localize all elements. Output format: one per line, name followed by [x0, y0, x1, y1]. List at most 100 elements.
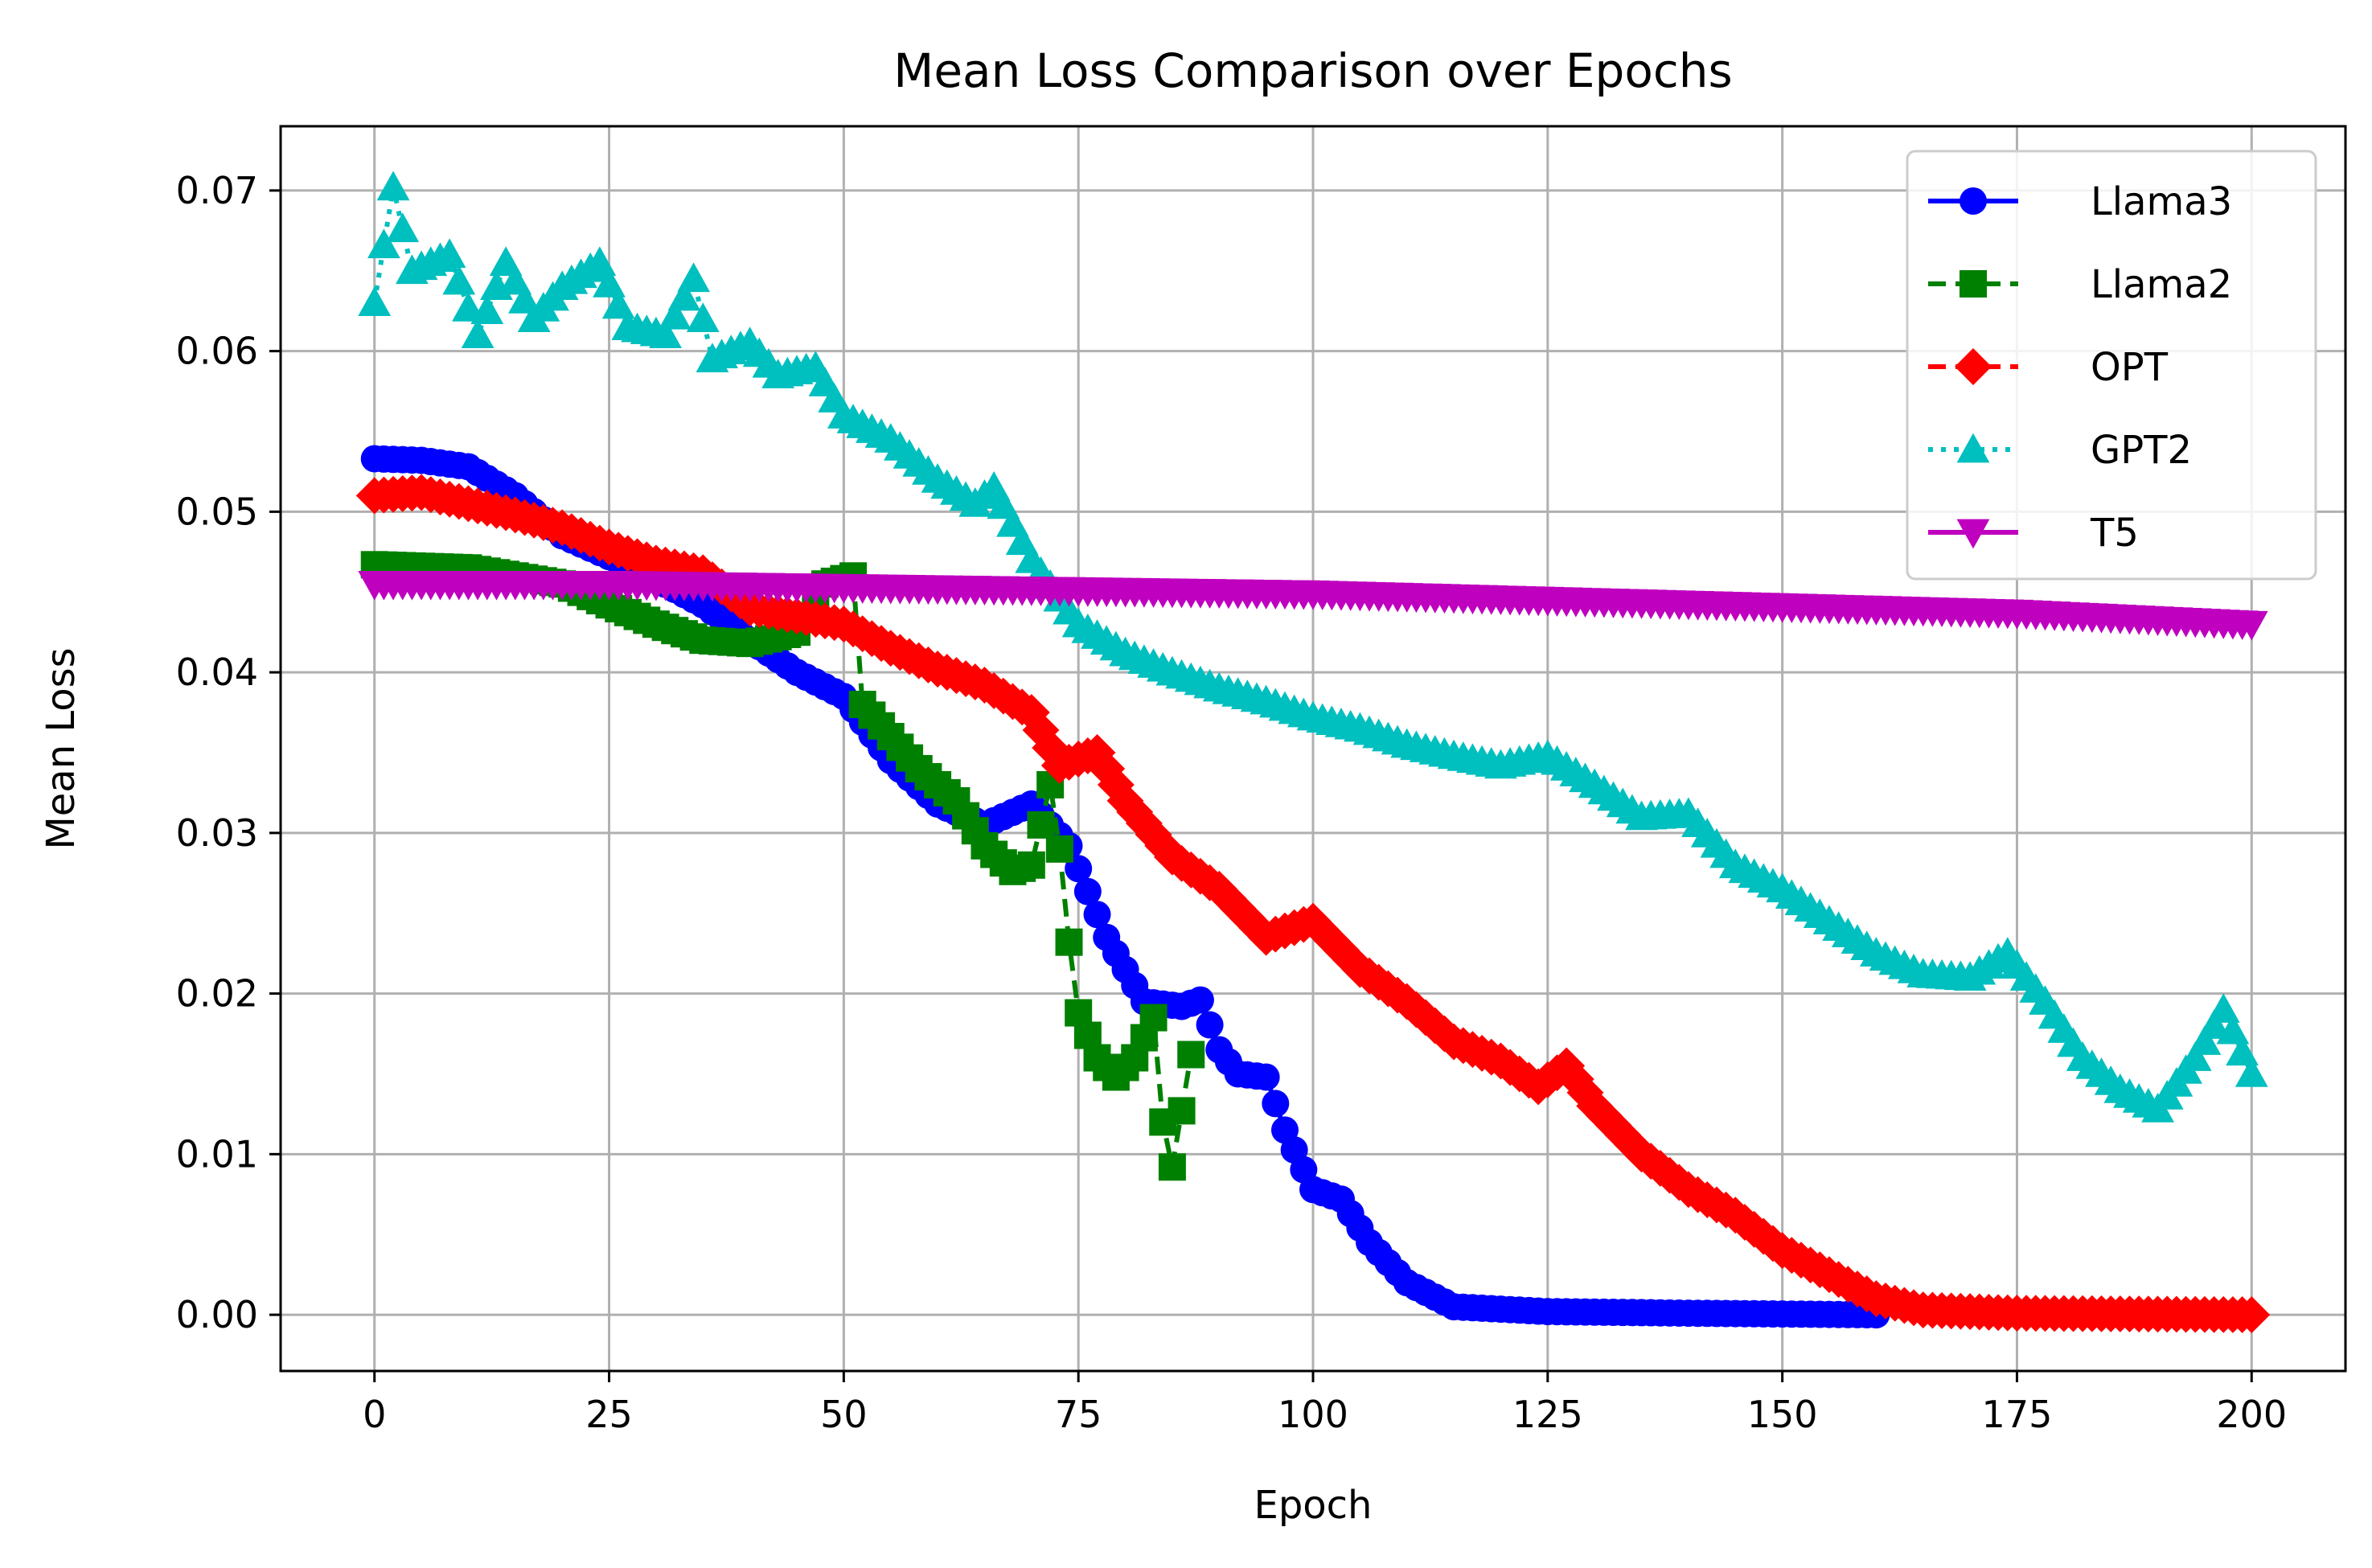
x-tick-label: 25 [585, 1393, 633, 1436]
x-tick-label: 100 [1278, 1393, 1348, 1436]
data-point-llama3 [1252, 1063, 1280, 1091]
data-point-opt [1078, 734, 1116, 771]
data-point-llama3 [1186, 986, 1214, 1014]
data-point-gpt2 [2216, 1014, 2250, 1045]
series-t5 [358, 570, 2268, 641]
data-point-opt [1032, 729, 1069, 766]
data-point-gpt2 [686, 302, 720, 333]
data-point-llama2 [1017, 851, 1045, 879]
x-tick-label: 150 [1747, 1393, 1818, 1436]
legend-marker-opt [1955, 348, 1992, 385]
x-tick-label: 50 [820, 1393, 868, 1436]
data-point-opt [1566, 1073, 1604, 1111]
data-point-llama3 [1073, 877, 1102, 905]
data-point-opt [1088, 750, 1126, 787]
data-point-gpt2 [358, 286, 392, 317]
series-layer [355, 170, 2271, 1334]
data-point-llama2 [1055, 928, 1083, 956]
data-point-gpt2 [2206, 993, 2240, 1023]
data-point-llama2 [1168, 1097, 1196, 1125]
series-gpt2 [358, 170, 2268, 1123]
legend-marker-t5 [1956, 519, 1990, 549]
data-point-gpt2 [461, 318, 495, 348]
legend-item-opt: OPT [1928, 345, 2169, 390]
data-point-gpt2 [470, 294, 504, 325]
data-point-llama3 [1196, 1011, 1224, 1039]
data-point-gpt2 [376, 170, 410, 201]
x-tick-label: 175 [1982, 1393, 2053, 1436]
data-point-gpt2 [442, 265, 476, 295]
data-point-t5 [2235, 610, 2268, 641]
data-point-gpt2 [2188, 1025, 2222, 1055]
data-point-opt [2233, 1296, 2271, 1334]
data-point-opt [1604, 1116, 1642, 1154]
y-tick-label: 0.03 [176, 811, 258, 855]
legend-item-t5: T5 [1928, 511, 2139, 556]
data-point-opt [1135, 815, 1172, 853]
y-tick-label: 0.05 [176, 490, 258, 533]
data-point-llama3 [1083, 901, 1111, 929]
y-axis-ticks: 0.00 0.01 0.02 0.03 0.04 0.05 0.06 0.07 [176, 169, 281, 1336]
x-tick-label: 125 [1512, 1393, 1583, 1436]
data-point-gpt2 [658, 299, 691, 330]
x-tick-label: 0 [363, 1393, 386, 1436]
data-point-gpt2 [2178, 1041, 2212, 1071]
data-point-llama2 [1177, 1041, 1205, 1069]
data-point-opt [1144, 827, 1182, 864]
legend-label-gpt2: GPT2 [2091, 428, 2192, 473]
data-point-gpt2 [2198, 1009, 2230, 1039]
data-point-llama2 [1158, 1153, 1186, 1181]
data-point-opt [1116, 793, 1154, 831]
data-point-opt [1097, 766, 1135, 803]
data-point-gpt2 [667, 281, 701, 311]
data-point-llama2 [1139, 1004, 1168, 1032]
legend: Llama3 Llama2 OPT GPT2 T5 [1906, 150, 2317, 581]
data-point-opt [1209, 880, 1247, 917]
legend-label-t5: T5 [2090, 511, 2139, 556]
plot-frame [279, 125, 2347, 1373]
y-tick-label: 0.00 [176, 1293, 258, 1336]
data-point-opt [1238, 909, 1275, 946]
y-tick-label: 0.06 [176, 330, 258, 373]
data-point-llama2 [1045, 835, 1073, 863]
x-axis-ticks: 0 25 50 75 100 125 150 175 200 [363, 1371, 2287, 1436]
legend-box [1906, 150, 2317, 581]
x-tick-label: 75 [1055, 1393, 1102, 1436]
data-point-gpt2 [2235, 1057, 2268, 1087]
y-axis-title: Mean Loss [39, 647, 84, 849]
data-point-opt [1594, 1106, 1632, 1144]
legend-marker-llama2 [1960, 270, 1987, 298]
x-tick-label: 200 [2216, 1393, 2287, 1436]
legend-marker-gpt2 [1956, 433, 1990, 463]
data-point-opt [1295, 902, 1332, 940]
legend-label-llama2: Llama2 [2091, 262, 2232, 307]
legend-label-llama3: Llama3 [2091, 179, 2232, 224]
data-point-opt [1219, 889, 1257, 927]
legend-item-llama2: Llama2 [1928, 262, 2232, 307]
legend-label-opt: OPT [2091, 345, 2169, 390]
data-point-opt [1613, 1126, 1651, 1164]
y-tick-label: 0.01 [176, 1132, 258, 1176]
legend-item-llama3: Llama3 [1928, 179, 2232, 224]
x-axis-title: Epoch [1254, 1483, 1373, 1528]
data-point-opt [1557, 1061, 1594, 1098]
data-point-gpt2 [677, 262, 710, 293]
data-point-opt [1106, 782, 1144, 819]
data-point-llama3 [1262, 1090, 1290, 1118]
y-tick-label: 0.04 [176, 651, 258, 694]
data-point-gpt2 [367, 228, 400, 259]
chart-title: Mean Loss Comparison over Epochs [893, 43, 1732, 98]
data-point-gpt2 [593, 268, 626, 298]
data-point-gpt2 [649, 318, 682, 348]
data-point-gpt2 [583, 246, 617, 277]
data-point-opt [1585, 1097, 1623, 1135]
data-point-gpt2 [2226, 1036, 2259, 1066]
data-point-gpt2 [601, 289, 635, 319]
legend-marker-llama3 [1960, 187, 1987, 215]
y-tick-label: 0.07 [176, 169, 258, 212]
data-point-llama2 [1027, 811, 1055, 839]
data-point-opt [1200, 870, 1238, 908]
data-point-opt [1012, 694, 1050, 732]
data-point-gpt2 [386, 212, 420, 243]
